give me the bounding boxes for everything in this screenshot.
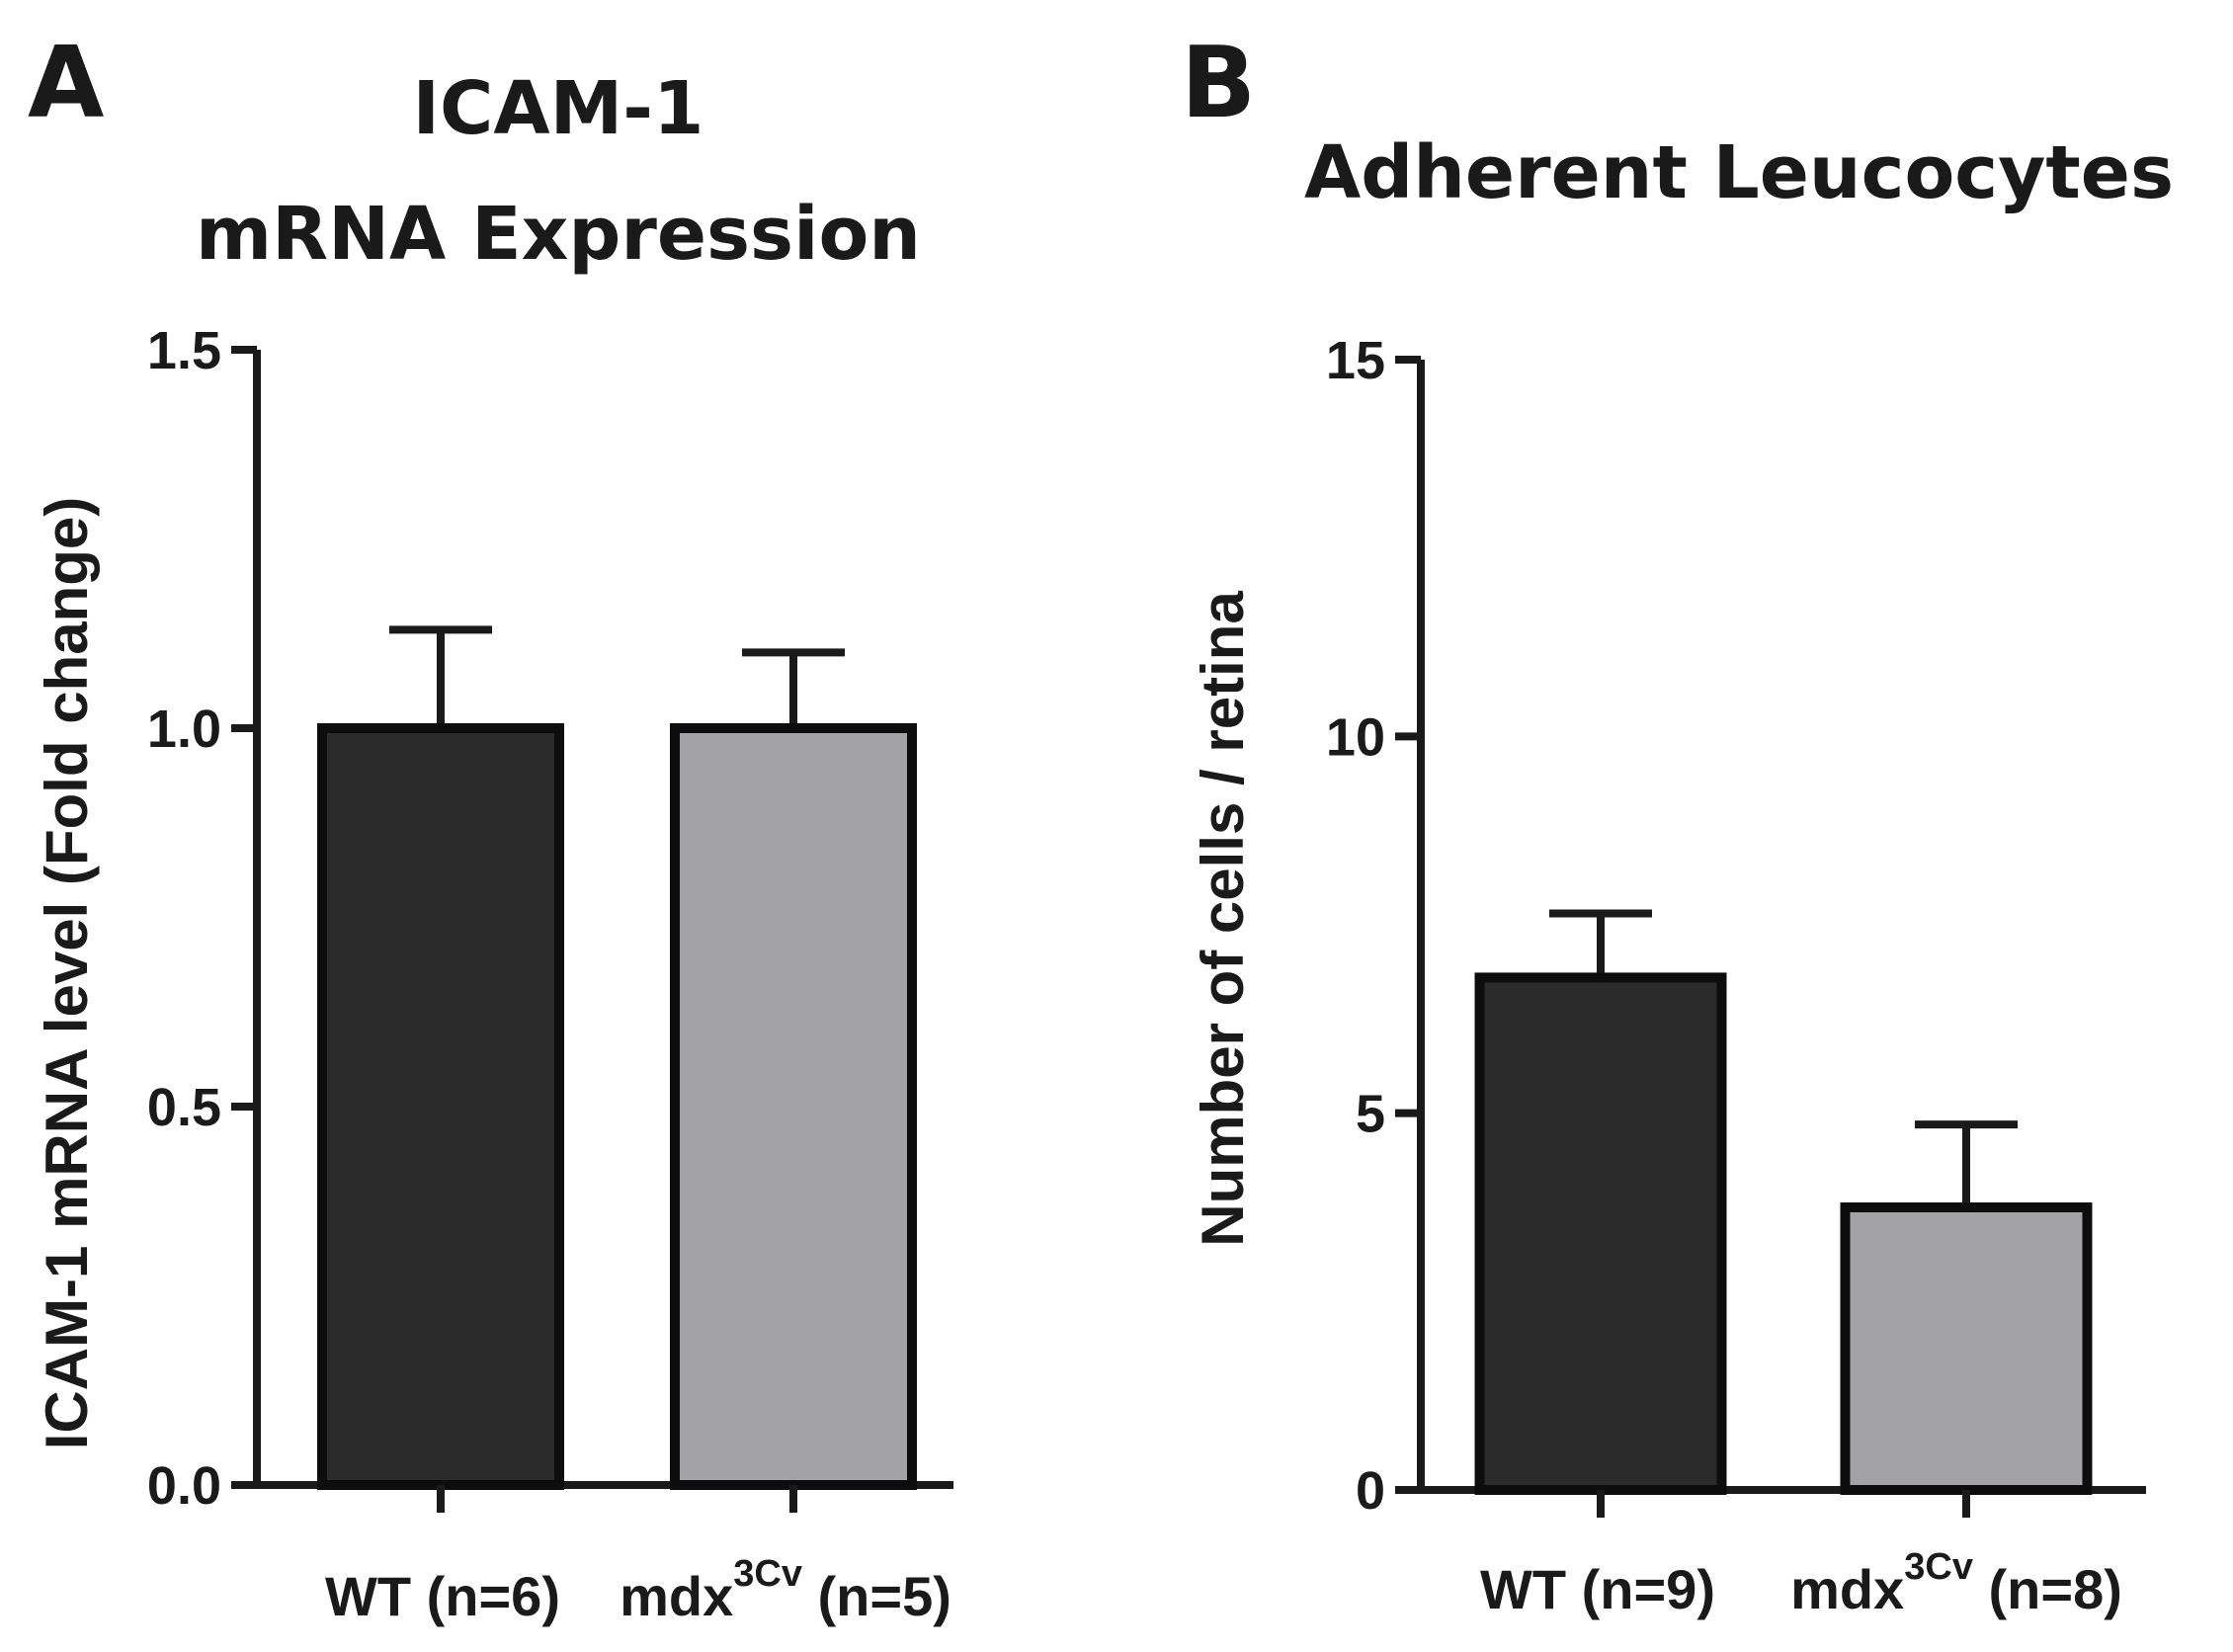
panel-b-y-tick-label: 5 [1356, 1085, 1385, 1144]
panel-b-category-label-mdx: mdx3Cv (n=8) [1790, 1546, 2122, 1620]
panel-b-category-label-wt: WT (n=9) [1480, 1558, 1715, 1620]
panel-b: B Adherent Leucocytes Number of cells / … [1181, 25, 2174, 1620]
panel-a-title-line-2: mRNA Expression [196, 192, 921, 277]
panel-b-y-axis-label: Number of cells / retina [1190, 591, 1256, 1247]
panel-a-category-label-wt: WT (n=6) [325, 1565, 560, 1627]
panel-a: A ICAM-1 mRNA Expression ICAM-1 mRNA lev… [28, 25, 953, 1627]
panel-a-y-tick-label: 1.0 [147, 700, 221, 759]
panel-a-y-axis-label: ICAM-1 mRNA level (Fold change) [34, 497, 100, 1450]
panel-b-y-tick-label: 15 [1326, 331, 1385, 390]
panel-b-bar [1474, 972, 1727, 1495]
panel-a-bar [670, 723, 917, 1490]
panel-a-category-label-mdx: mdx3Cv (n=5) [620, 1553, 951, 1627]
panel-a-title-line-1: ICAM-1 [413, 66, 704, 151]
panel-b-letter: B [1181, 25, 1256, 140]
panel-b-title-line-1: Adherent Leucocytes [1304, 130, 2174, 215]
panel-b-bar [1840, 1202, 2093, 1495]
panel-b-plot: 0 5 10 15 [1326, 331, 2146, 1521]
panel-a-y-tick-label: 0.0 [147, 1456, 221, 1516]
panel-a-y-tick-label: 1.5 [147, 321, 221, 380]
panel-a-letter: A [28, 25, 104, 140]
panel-b-y-tick-label: 10 [1326, 707, 1385, 767]
panel-a-bar [317, 723, 564, 1490]
panel-b-y-tick-label: 0 [1356, 1461, 1385, 1521]
panel-a-y-tick-label: 0.5 [147, 1078, 221, 1137]
panel-a-plot: 0.0 0.5 1.0 1.5 [147, 321, 953, 1516]
